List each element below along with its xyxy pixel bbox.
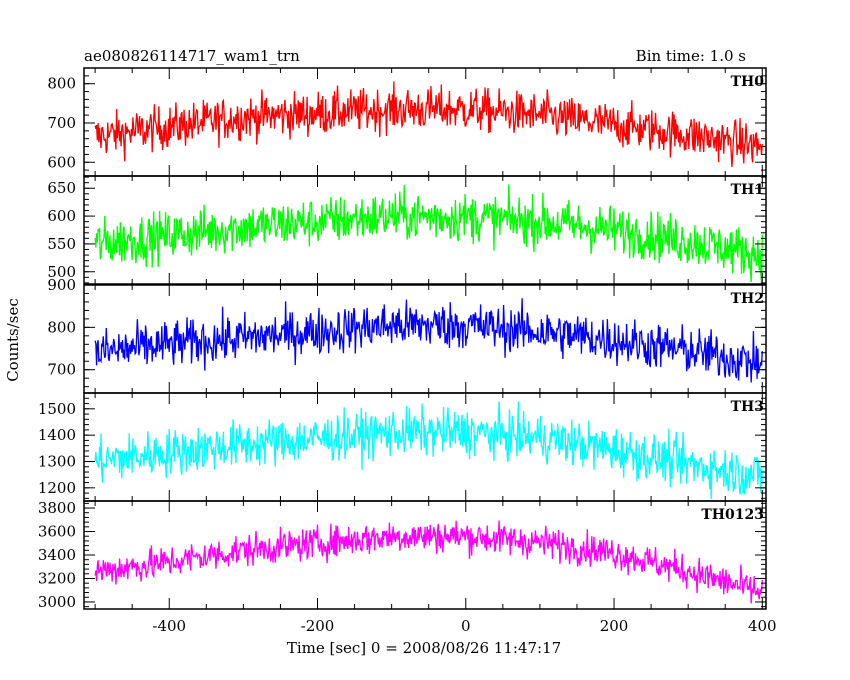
y-tick-label: 550: [47, 235, 76, 253]
y-tick-label: 700: [47, 114, 76, 132]
y-tick-label: 900: [47, 276, 76, 294]
y-tick-label: 3800: [38, 499, 76, 517]
series-line-th3: [94, 401, 763, 499]
y-axis-title: Counts/sec: [4, 298, 22, 382]
y-tick-label: 800: [47, 75, 76, 93]
y-tick-label: 1200: [38, 479, 76, 497]
panel-frame: [83, 175, 767, 285]
series-line-th1: [94, 184, 763, 284]
y-tick-label: 3400: [38, 546, 76, 564]
panel-th3: 1200 1300 1400 1500 TH3: [38, 392, 767, 502]
x-tick-label: 400: [748, 617, 777, 635]
chart-title: ae080826114717_wam1_trn: [84, 47, 300, 65]
y-tick-label: 700: [47, 361, 76, 379]
series-line-th0: [94, 81, 763, 168]
y-tick-label: 800: [47, 318, 76, 336]
series-line-th0123: [94, 520, 763, 604]
x-tick-label: -400: [152, 617, 186, 635]
panel-th2: 700 800 900 TH2: [47, 276, 767, 394]
panel-label: TH0: [731, 74, 765, 90]
y-tick-label: 3200: [38, 569, 76, 587]
x-axis-title: Time [sec] 0 = 2008/08/26 11:47:17: [287, 639, 561, 657]
panel-th0: 600 700 800 TH0: [47, 67, 767, 177]
panel-th0123: 3000 3200 3400 3600 3800 TH0123: [38, 499, 767, 611]
x-tick-label: 200: [600, 617, 629, 635]
y-tick-label: 3000: [38, 593, 76, 611]
panel-th1: 500 550 600 650 TH1: [47, 175, 767, 285]
panel-label: TH3: [731, 399, 764, 415]
y-tick-label: 1300: [38, 452, 76, 470]
y-tick-label: 3600: [38, 523, 76, 541]
panel-label: TH1: [731, 182, 764, 198]
panel-label: TH0123: [701, 507, 764, 523]
panel-label: TH2: [731, 291, 764, 307]
series-line-th2: [94, 298, 763, 383]
x-tick-label: -200: [301, 617, 335, 635]
panels-group: 600 700 800 TH0 500 550 600 650 TH1 700 800 900 TH2 1…: [38, 67, 777, 635]
y-tick-label: 600: [47, 153, 76, 171]
y-tick-label: 500: [47, 263, 76, 281]
y-tick-label: 600: [47, 207, 76, 225]
x-tick-label: 0: [461, 617, 471, 635]
y-tick-label: 650: [47, 179, 76, 197]
bin-time-label: Bin time: 1.0 s: [636, 47, 746, 65]
y-tick-label: 1400: [38, 426, 76, 444]
y-tick-label: 1500: [38, 400, 76, 418]
